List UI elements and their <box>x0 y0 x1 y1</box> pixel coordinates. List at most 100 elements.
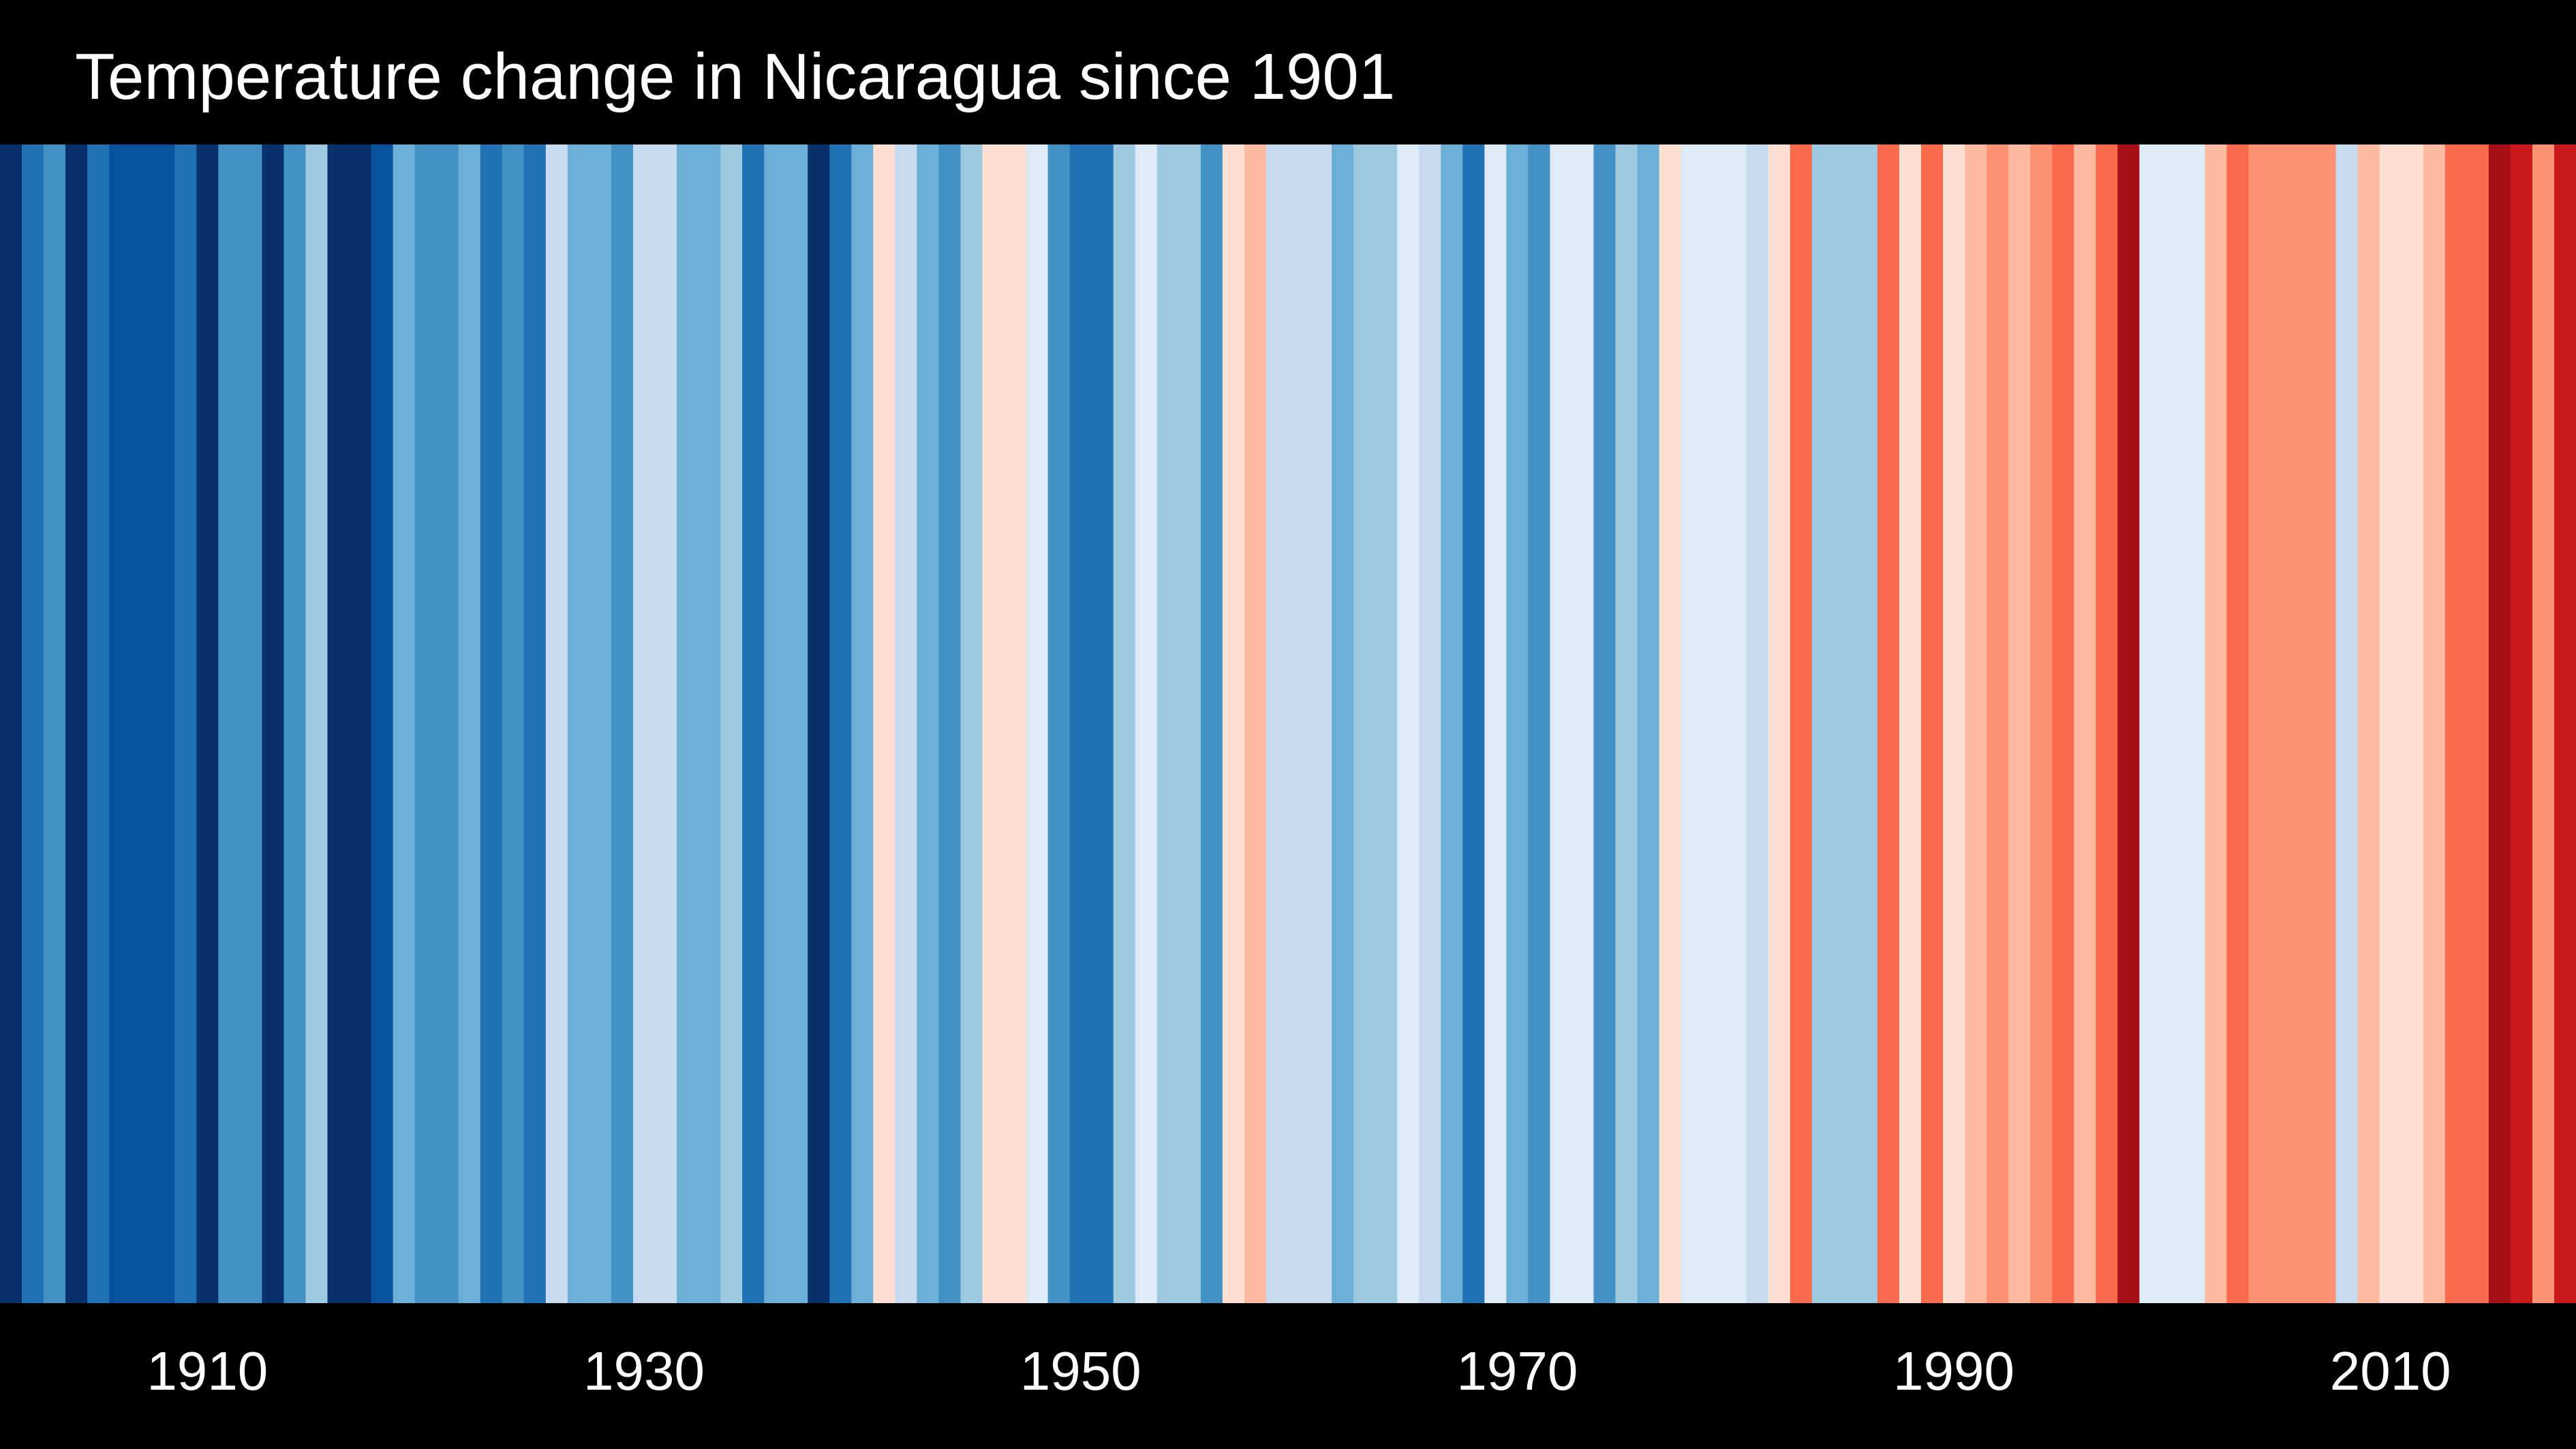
stripe-2016 <box>2510 144 2533 1303</box>
stripe-2012 <box>2423 144 2446 1303</box>
stripe-1910 <box>196 144 219 1303</box>
stripe-1999 <box>2139 144 2162 1303</box>
stripe-1995 <box>2052 144 2074 1303</box>
stripe-1998 <box>2117 144 2140 1303</box>
stripe-1920 <box>414 144 438 1303</box>
stripe-1934 <box>720 144 743 1303</box>
stripe-2004 <box>2248 144 2271 1303</box>
x-tick-label-1930: 1930 <box>583 1341 705 1401</box>
stripe-1977 <box>1659 144 1682 1303</box>
stripe-2018 <box>2554 144 2576 1303</box>
stripe-1960 <box>1288 144 1310 1303</box>
x-axis: 1910 1930 1950 1970 1990 2010 <box>0 1303 2576 1449</box>
stripe-1952 <box>1113 144 1136 1303</box>
stripe-1903 <box>44 144 66 1303</box>
stripe-1947 <box>1004 144 1027 1303</box>
stripe-1986 <box>1855 144 1878 1303</box>
stripe-1930 <box>632 144 656 1303</box>
stripe-1929 <box>611 144 634 1303</box>
stripe-1992 <box>1987 144 2009 1303</box>
stripe-1926 <box>545 144 568 1303</box>
stripe-1931 <box>655 144 677 1303</box>
x-tick-label-2010: 2010 <box>2329 1341 2451 1401</box>
stripe-1908 <box>153 144 175 1303</box>
stripe-1969 <box>1484 144 1507 1303</box>
stripe-1933 <box>699 144 721 1303</box>
stripe-1980 <box>1724 144 1747 1303</box>
stripe-1938 <box>808 144 830 1303</box>
stripe-1919 <box>393 144 416 1303</box>
stripe-1971 <box>1528 144 1551 1303</box>
stripe-1925 <box>523 144 547 1303</box>
stripe-1921 <box>436 144 459 1303</box>
stripe-1944 <box>938 144 962 1303</box>
stripe-2014 <box>2466 144 2489 1303</box>
stripe-2003 <box>2226 144 2250 1303</box>
stripe-1905 <box>87 144 110 1303</box>
stripe-1936 <box>764 144 786 1303</box>
stripe-1958 <box>1244 144 1267 1303</box>
stripe-1956 <box>1200 144 1223 1303</box>
stripe-2000 <box>2161 144 2183 1303</box>
stripe-1917 <box>349 144 372 1303</box>
stripe-1918 <box>371 144 394 1303</box>
stripe-2013 <box>2444 144 2468 1303</box>
stripe-1955 <box>1178 144 1201 1303</box>
stripe-1965 <box>1397 144 1420 1303</box>
stripe-1948 <box>1026 144 1049 1303</box>
stripe-1912 <box>240 144 263 1303</box>
stripe-1932 <box>677 144 699 1303</box>
stripe-1913 <box>262 144 285 1303</box>
stripe-1916 <box>327 144 350 1303</box>
stripe-1923 <box>480 144 503 1303</box>
stripe-1945 <box>960 144 983 1303</box>
stripe-1996 <box>2074 144 2096 1303</box>
x-tick-label-1990: 1990 <box>1893 1341 2014 1401</box>
stripe-1904 <box>65 144 88 1303</box>
stripe-2010 <box>2379 144 2402 1303</box>
stripe-1950 <box>1069 144 1092 1303</box>
stripe-1968 <box>1462 144 1485 1303</box>
stripe-1964 <box>1375 144 1398 1303</box>
stripe-1937 <box>786 144 808 1303</box>
stripe-2008 <box>2335 144 2359 1303</box>
stripe-2011 <box>2401 144 2424 1303</box>
stripe-1984 <box>1811 144 1835 1303</box>
stripe-2006 <box>2292 144 2315 1303</box>
stripe-1935 <box>742 144 765 1303</box>
stripe-1993 <box>2008 144 2031 1303</box>
stripe-1990 <box>1943 144 1965 1303</box>
stripe-1972 <box>1550 144 1573 1303</box>
stripe-1954 <box>1156 144 1180 1303</box>
stripe-1941 <box>873 144 895 1303</box>
stripe-1979 <box>1702 144 1726 1303</box>
stripe-2015 <box>2488 144 2511 1303</box>
stripe-1911 <box>218 144 241 1303</box>
stripe-2007 <box>2314 144 2337 1303</box>
stripe-1966 <box>1419 144 1441 1303</box>
stripe-1939 <box>829 144 852 1303</box>
stripe-1901 <box>0 144 22 1303</box>
stripe-1959 <box>1266 144 1289 1303</box>
stripe-1914 <box>283 144 307 1303</box>
stripe-1907 <box>131 144 153 1303</box>
stripe-1957 <box>1222 144 1245 1303</box>
stripe-1922 <box>458 144 481 1303</box>
stripe-1940 <box>851 144 874 1303</box>
stripe-1981 <box>1746 144 1769 1303</box>
stripe-1961 <box>1310 144 1332 1303</box>
stripe-1987 <box>1877 144 1900 1303</box>
stripe-1976 <box>1637 144 1660 1303</box>
stripe-1949 <box>1047 144 1071 1303</box>
chart-title: Temperature change in Nicaragua since 19… <box>75 40 1396 113</box>
stripe-1997 <box>2096 144 2118 1303</box>
stripe-1970 <box>1506 144 1529 1303</box>
stripes-plot-area <box>0 144 2576 1303</box>
stripe-1902 <box>22 144 44 1303</box>
stripe-1989 <box>1920 144 1944 1303</box>
stripe-1943 <box>917 144 940 1303</box>
stripe-1915 <box>305 144 328 1303</box>
stripe-1983 <box>1790 144 1813 1303</box>
stripe-1946 <box>982 144 1005 1303</box>
